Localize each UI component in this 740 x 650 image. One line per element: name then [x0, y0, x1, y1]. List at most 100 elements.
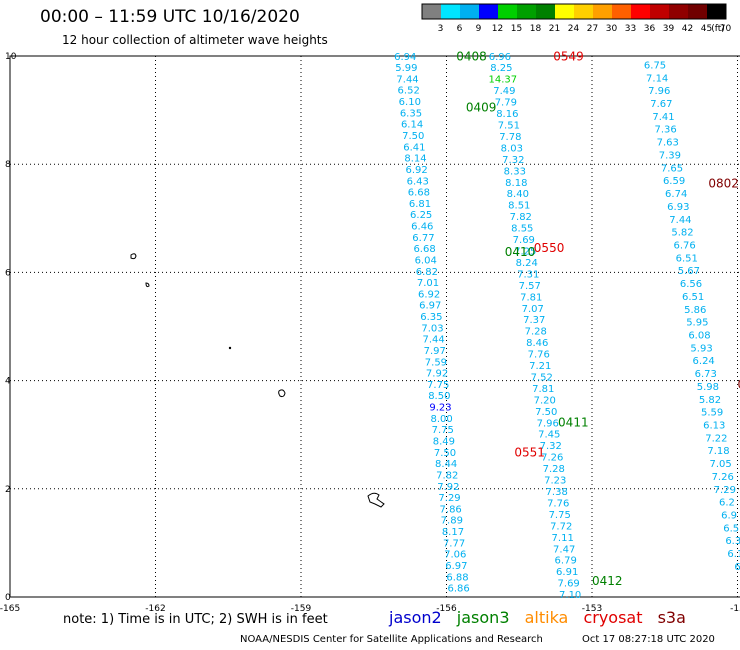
wave-height-value: 7.14: [646, 73, 668, 84]
colorbar-label: 6: [457, 24, 463, 34]
colorbar-label: 45: [701, 24, 712, 34]
x-tick-label: -165: [0, 604, 20, 614]
wave-height-value: 7.05: [709, 459, 731, 470]
map-grid: [10, 56, 739, 597]
wave-height-value: 7.01: [417, 278, 439, 289]
wave-height-value: 6.81: [409, 199, 431, 210]
wave-height-value: 6.13: [703, 420, 725, 431]
colorbar-label: 36: [644, 24, 656, 34]
wave-height-value: 7.63: [657, 138, 679, 149]
wave-height-value: 8.24: [516, 258, 538, 269]
pass-time-label: 0410: [505, 245, 536, 259]
wave-height-value: 7.39: [659, 150, 681, 161]
wave-height-value: 6.93: [667, 202, 689, 213]
colorbar-border: [421, 3, 727, 20]
wave-height-value: 7.82: [436, 470, 458, 481]
wave-height-value: 6.9: [721, 511, 737, 522]
wave-height-value: 7.32: [502, 155, 524, 166]
wave-height-value: 6.43: [407, 176, 429, 187]
wave-height-value: 6.97: [445, 561, 467, 572]
wave-height-value: 7.28: [543, 464, 565, 475]
wave-height-value: 7.75: [549, 510, 571, 521]
colorbar-swatch: [574, 4, 593, 19]
wave-height-value: 7.22: [705, 433, 727, 444]
colorbar-label: 33: [625, 24, 636, 34]
wave-height-value: 7.92: [426, 369, 448, 380]
wave-height-value: 7.77: [443, 538, 465, 549]
wave-height-value: 6.04: [415, 255, 437, 266]
colorbar-swatch: [517, 4, 536, 19]
colorbar-label: 15: [511, 24, 522, 34]
wave-height-value: 6.08: [688, 330, 710, 341]
wave-height-value: 7.03: [421, 323, 443, 334]
wave-height-value: 7.75: [432, 425, 454, 436]
wave-height-value: 8.46: [526, 338, 548, 349]
wave-height-value: 6.14: [401, 120, 423, 131]
wave-height-value: 7.47: [553, 544, 575, 555]
wave-height-value: 6.92: [418, 289, 440, 300]
wave-height-value: 6.97: [419, 301, 441, 312]
wave-height-value: 8.25: [490, 63, 512, 74]
wave-height-value: 7.81: [532, 384, 554, 395]
wave-height-value: 6.41: [403, 142, 425, 153]
wave-height-value: 7.45: [538, 430, 560, 441]
wave-height-value: 7.23: [544, 476, 566, 487]
island-outlines: [130, 253, 385, 508]
map-frame: [9, 55, 740, 598]
colorbar-swatch: [612, 4, 631, 19]
wave-height-value: 6.77: [412, 233, 434, 244]
wave-height-value: 6.10: [399, 97, 421, 108]
pass-time-label: 0: [738, 378, 740, 392]
wave-height-value: 8.55: [511, 224, 533, 235]
wave-height-value: 7.89: [441, 516, 463, 527]
wave-height-value: 7.69: [558, 579, 580, 590]
legend-jason3: jason3: [456, 608, 510, 627]
wave-height-value: 7.28: [525, 327, 547, 338]
generation-timestamp: Oct 17 08:27:18 UTC 2020: [582, 634, 715, 645]
pass-time-label: 0551: [514, 445, 545, 459]
wave-height-value: 8.17: [442, 527, 464, 538]
legend-altika: altika: [524, 608, 569, 627]
colorbar-label: 27: [587, 24, 598, 34]
wave-height-value: 8.40: [507, 189, 529, 200]
colorbar-swatch: [688, 4, 707, 19]
wave-height-value: 6.94: [394, 52, 416, 63]
wave-height-value: 6.25: [410, 210, 432, 221]
island-outline: [145, 282, 150, 288]
satellite-legend: jason2 jason3 altika cryosat s3a: [389, 608, 696, 627]
wave-height-value: 6.88: [446, 572, 468, 583]
wave-height-value: 6.35: [420, 312, 442, 323]
footer-note: note: 1) Time is in UTC; 2) SWH is in fe…: [63, 612, 328, 627]
wave-height-value: 7.29: [714, 485, 736, 496]
colorbar-swatch: [650, 4, 669, 19]
island-outline: [130, 253, 137, 260]
wave-height-value: 8.49: [433, 436, 455, 447]
wave-height-value: 6.59: [663, 176, 685, 187]
pass-time-labels: 0408 0409 0410 0411 0412 0549 0550 0551 0802 0: [456, 49, 740, 588]
credit-line: NOAA/NESDIS Center for Satellite Applica…: [240, 634, 543, 645]
wave-height-value: 6.68: [413, 244, 435, 255]
wave-height-value: 7.75: [427, 380, 449, 391]
colorbar-swatch: [479, 4, 498, 19]
wave-height-value: 7.37: [523, 315, 545, 326]
wave-height-value: 6.91: [556, 567, 578, 578]
wave-height-value: 7.50: [535, 407, 557, 418]
satellite-tracks: 6.945.997.446.526.106.356.147.506.418.14…: [394, 52, 740, 601]
wave-height-value: 7.41: [652, 112, 674, 123]
wave-height-value: 6.52: [398, 86, 420, 97]
wave-height-value: 6.51: [676, 253, 698, 264]
island-outline: [367, 492, 385, 508]
y-tick-label: 0: [5, 593, 11, 603]
pass-time-label: 0802: [708, 176, 739, 190]
wave-height-value: 8.50: [428, 391, 450, 402]
colorbar-swatch: [707, 4, 726, 19]
y-tick-label: 6: [5, 268, 11, 278]
colorbar-label: 30: [606, 24, 618, 34]
colorbar-label: 70: [720, 24, 732, 34]
axis-tick-labels: -165 -162 -159 -156 -153 -15 0 2 4 6 8 10: [0, 52, 740, 614]
y-tick-label: 8: [5, 160, 11, 170]
wave-height-value: 7.67: [650, 99, 672, 110]
x-tick-label: -15: [730, 604, 740, 614]
island-outline: [228, 346, 232, 350]
